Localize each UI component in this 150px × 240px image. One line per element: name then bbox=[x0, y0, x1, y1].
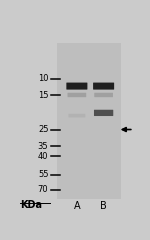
FancyBboxPatch shape bbox=[94, 93, 113, 97]
FancyBboxPatch shape bbox=[93, 83, 114, 90]
Text: A: A bbox=[74, 201, 80, 211]
FancyBboxPatch shape bbox=[68, 114, 85, 118]
Text: 25: 25 bbox=[38, 125, 48, 134]
Text: 55: 55 bbox=[38, 170, 48, 179]
FancyBboxPatch shape bbox=[94, 110, 113, 116]
Text: 35: 35 bbox=[38, 142, 48, 151]
Text: B: B bbox=[100, 201, 107, 211]
FancyBboxPatch shape bbox=[68, 93, 86, 97]
Bar bbox=[57, 43, 121, 199]
Text: 40: 40 bbox=[38, 152, 48, 161]
Text: KDa: KDa bbox=[20, 200, 42, 210]
FancyBboxPatch shape bbox=[66, 83, 87, 90]
Text: 10: 10 bbox=[38, 74, 48, 83]
Text: 70: 70 bbox=[38, 185, 48, 194]
Text: 15: 15 bbox=[38, 91, 48, 100]
